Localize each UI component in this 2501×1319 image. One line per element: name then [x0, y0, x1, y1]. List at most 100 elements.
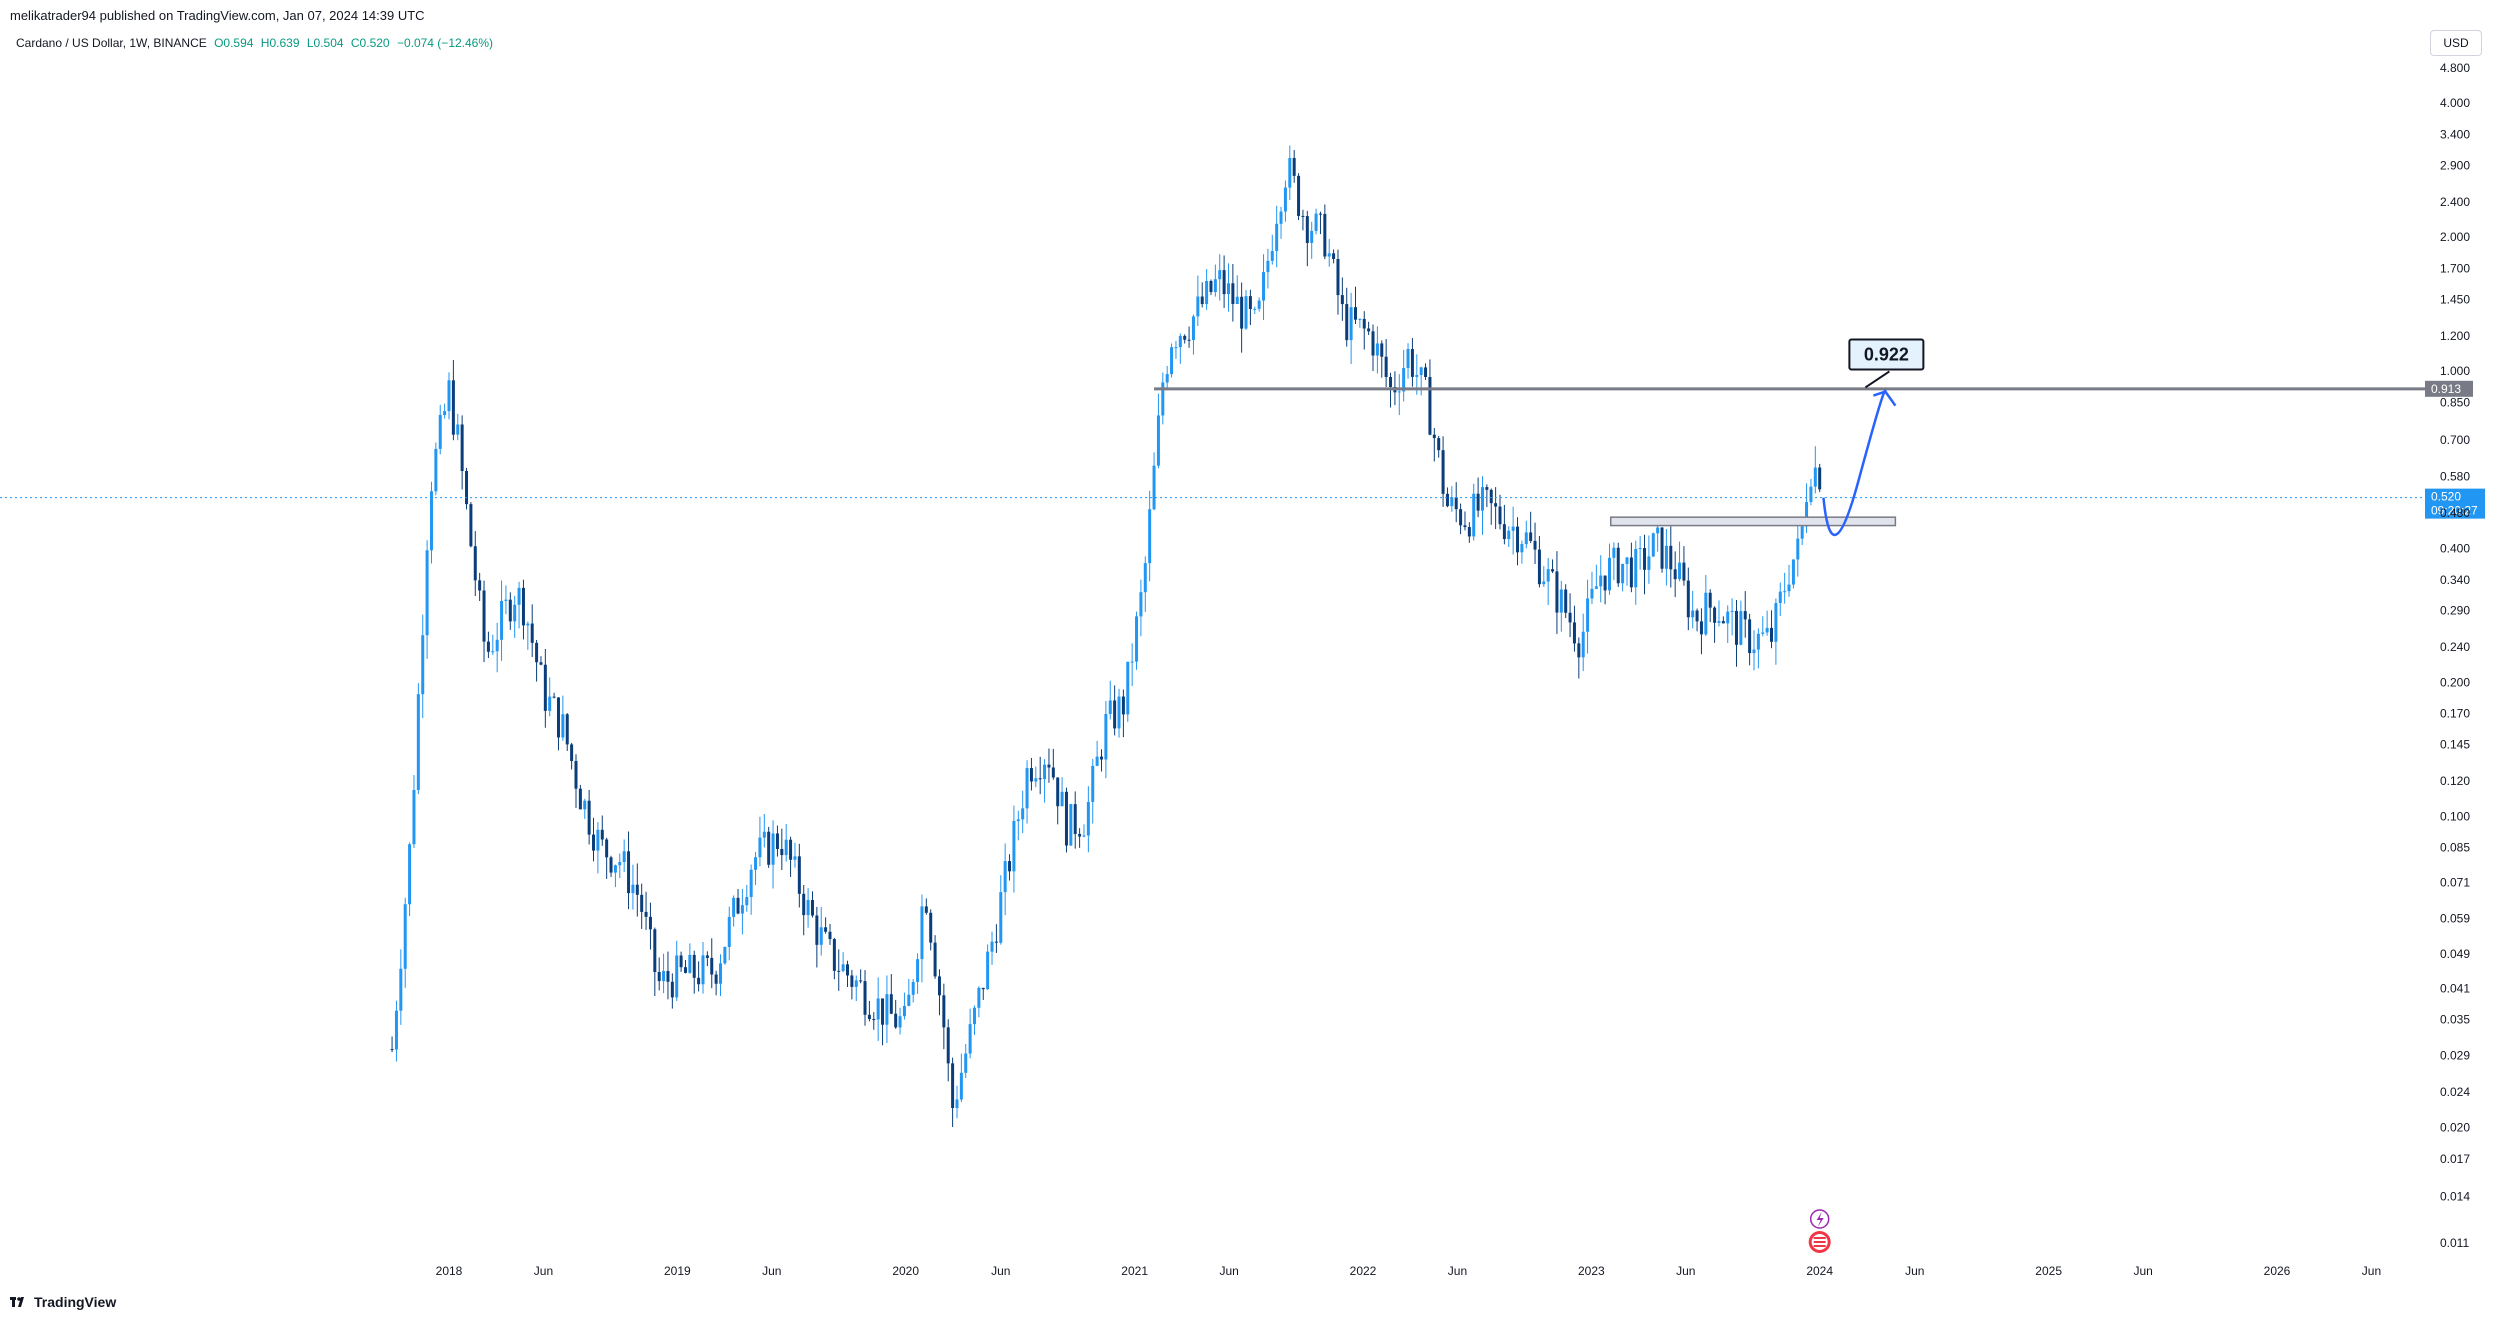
candle-body: [740, 905, 744, 914]
candle-body: [1704, 592, 1708, 635]
candle-body: [465, 471, 469, 505]
candle-body: [1638, 548, 1642, 550]
candle-body: [1572, 622, 1576, 644]
price-badge-value: 0.520: [2431, 490, 2461, 504]
candle-body: [1056, 777, 1060, 807]
candle-body: [530, 623, 534, 643]
candle-body: [1380, 343, 1384, 357]
candle-body: [1397, 391, 1401, 393]
y-tick-label: 4.800: [2440, 61, 2470, 75]
symbol-legend[interactable]: Cardano / US Dollar, 1W, BINANCE O0.594 …: [16, 36, 497, 50]
candle-body: [889, 994, 893, 1014]
candle-body: [548, 696, 552, 711]
candle-body: [1012, 821, 1016, 872]
candle-body: [675, 955, 679, 998]
candle-body: [894, 1013, 898, 1028]
candle-body: [1073, 804, 1077, 834]
candle-body: [1809, 486, 1813, 502]
arrow-head: [1872, 390, 1897, 407]
candle-body: [1485, 487, 1489, 490]
candle-body: [631, 884, 635, 894]
candle-body: [1248, 296, 1252, 309]
candle-body: [710, 957, 714, 975]
x-tick-label: 2019: [664, 1264, 691, 1278]
candle-body: [758, 837, 762, 858]
candle-body: [863, 981, 867, 1015]
candle-body: [1384, 356, 1388, 378]
candle-body: [850, 975, 854, 987]
candle-body: [1507, 530, 1511, 540]
candle-body: [552, 696, 556, 698]
candle-body: [683, 967, 687, 973]
candle-body: [872, 1019, 876, 1021]
candle-body: [1064, 791, 1068, 846]
candle-body: [592, 834, 596, 851]
y-tick-label: 0.120: [2440, 774, 2470, 788]
candle-body: [1721, 621, 1725, 624]
candle-body: [495, 639, 499, 652]
candle-body: [627, 851, 631, 894]
candle-body: [1629, 557, 1633, 588]
projection-arrow: [1822, 389, 1887, 536]
candle-body: [775, 833, 779, 849]
lightning-glyph: [1816, 1212, 1824, 1227]
candle-body: [1498, 506, 1502, 525]
candle-body: [578, 788, 582, 810]
candle-body: [1529, 532, 1533, 541]
candle-body: [1402, 368, 1406, 392]
candle-body: [451, 380, 455, 435]
candle-body: [1467, 527, 1471, 537]
candle-body: [1231, 283, 1235, 304]
candle-body: [1323, 213, 1327, 257]
candle-body: [1647, 556, 1651, 570]
candle-body: [1148, 509, 1152, 564]
candle-body: [937, 976, 941, 996]
candle-body: [1021, 808, 1025, 820]
candle-body: [460, 424, 464, 472]
currency-button[interactable]: USD: [2430, 30, 2482, 56]
candle-body: [902, 1005, 906, 1017]
candle-body: [1568, 612, 1572, 623]
x-tick-label: 2018: [436, 1264, 463, 1278]
candle-body: [1108, 700, 1112, 715]
price-badge-countdown: 09:20:27: [2431, 504, 2478, 518]
candle-body: [1082, 835, 1086, 837]
candle-body: [1673, 569, 1677, 580]
symbol-name[interactable]: Cardano / US Dollar, 1W, BINANCE: [16, 36, 207, 50]
open-value: O0.594: [214, 36, 254, 50]
candle-body: [907, 994, 911, 1006]
candle-body: [1445, 493, 1449, 507]
y-tick-label: 0.011: [2440, 1236, 2469, 1250]
candle-body: [832, 939, 836, 971]
candle-body: [1564, 589, 1568, 613]
candle-body: [447, 380, 451, 412]
candle-body: [1708, 592, 1712, 608]
level-badge: [2425, 380, 2473, 397]
candle-body: [1213, 279, 1217, 293]
x-tick-label: 2025: [2035, 1264, 2062, 1278]
candle-body: [846, 964, 850, 976]
candle-body: [657, 972, 661, 982]
callout-pointer: [1864, 370, 1890, 389]
candle-body: [482, 590, 486, 642]
callout-box: [1848, 338, 1925, 371]
candle-body: [688, 954, 692, 973]
candle-body: [986, 951, 990, 990]
candle-body: [421, 635, 425, 695]
price-axis: 4.800 4.000 3.400 2.900 2.400 2.000 1.700 1.450…: [2440, 61, 2470, 1250]
candle-body: [1301, 215, 1305, 217]
y-tick-label: 0.029: [2440, 1049, 2470, 1063]
candle-body: [1025, 768, 1029, 809]
footer-brand: TradingView: [34, 1294, 117, 1310]
y-tick-label: 0.020: [2440, 1120, 2470, 1134]
y-tick-label: 0.200: [2440, 675, 2470, 689]
candle-body: [1113, 700, 1117, 729]
candle-body: [1441, 450, 1445, 494]
publisher-info: melikatrader94 published on TradingView.…: [10, 8, 425, 23]
candle-body: [1717, 621, 1721, 623]
candle-body: [955, 1099, 959, 1108]
candle-body: [1524, 532, 1528, 545]
candle-body: [1765, 627, 1769, 633]
